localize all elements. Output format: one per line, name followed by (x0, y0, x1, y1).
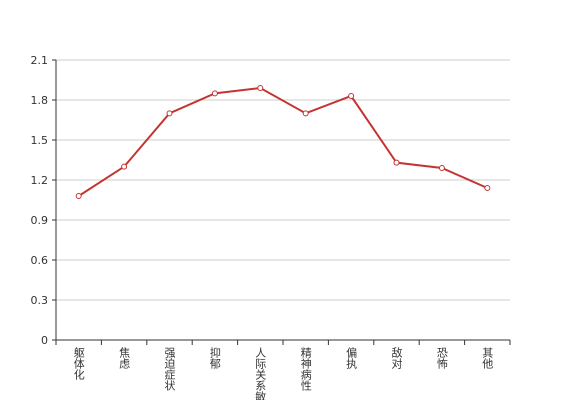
x-tick-label: 精神病性 (299, 347, 312, 392)
x-tick-label: 偏执 (345, 346, 358, 370)
point (393, 159, 400, 166)
point (484, 185, 491, 191)
y-tick-label: 2.1 (31, 54, 49, 67)
y-tick-label: 0.6 (31, 254, 49, 267)
x-tick-label: 躯体化 (72, 347, 85, 381)
x-tick-label: 其他 (481, 347, 494, 369)
y-tick-label: 0.3 (31, 294, 49, 307)
y-tick-label: 0 (41, 334, 48, 347)
y-tick-label: 0.9 (31, 214, 49, 227)
series-line (78, 86, 488, 197)
y-tick-label: 1.8 (31, 94, 49, 107)
x-tick-label: 恐怖 (435, 347, 448, 369)
point (75, 193, 82, 199)
point (211, 90, 218, 97)
y-tick-label: 1.5 (31, 134, 49, 147)
point (302, 110, 309, 117)
x-tick-label: 人际关系敏感 (254, 347, 267, 400)
point (438, 165, 445, 171)
point (257, 85, 264, 91)
y-tick-label: 1.2 (31, 174, 49, 187)
point (121, 163, 128, 170)
x-tick-label: 焦虑 (118, 347, 131, 369)
x-tick-label: 敌对 (390, 346, 403, 369)
x-tick-label: 强迫症状 (163, 347, 176, 391)
point (348, 93, 355, 99)
point (166, 110, 173, 117)
x-tick-label: 抑郁 (208, 346, 221, 369)
